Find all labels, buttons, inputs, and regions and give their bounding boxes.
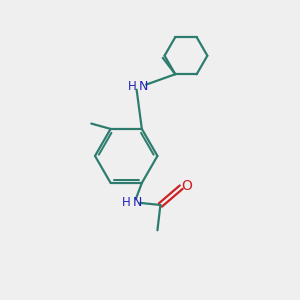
Text: O: O bbox=[181, 179, 192, 193]
Text: H: H bbox=[128, 80, 136, 93]
Text: N: N bbox=[133, 196, 142, 209]
Text: N: N bbox=[139, 80, 148, 93]
Text: H: H bbox=[122, 196, 131, 209]
